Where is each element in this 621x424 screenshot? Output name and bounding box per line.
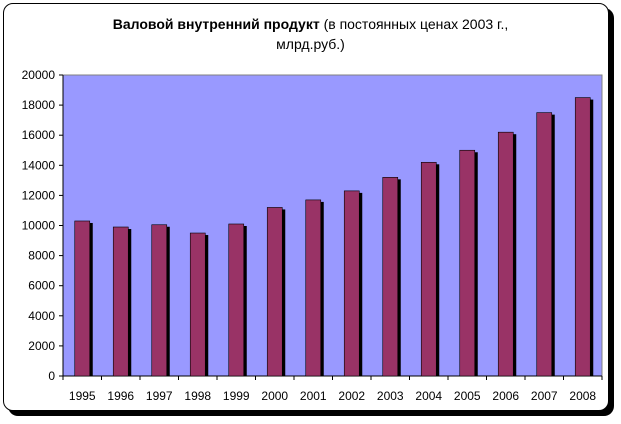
y-tick-label: 14000 bbox=[22, 158, 56, 172]
y-tick-label: 0 bbox=[48, 369, 55, 383]
y-tick-label: 2000 bbox=[28, 339, 55, 353]
x-tick-label: 2003 bbox=[377, 389, 404, 403]
bar bbox=[420, 161, 437, 377]
bar bbox=[536, 112, 553, 377]
bar bbox=[343, 190, 360, 377]
bar bbox=[189, 232, 206, 377]
y-tick-label: 6000 bbox=[28, 279, 55, 293]
x-tick-label: 1995 bbox=[69, 389, 96, 403]
y-tick-label: 10000 bbox=[22, 219, 56, 233]
x-tick-label: 2000 bbox=[261, 389, 288, 403]
bar bbox=[74, 220, 91, 377]
bar bbox=[574, 97, 591, 377]
x-tick-label: 2007 bbox=[531, 389, 558, 403]
y-tick-label: 18000 bbox=[22, 98, 56, 112]
bar bbox=[305, 199, 322, 377]
x-tick-label: 1998 bbox=[184, 389, 211, 403]
bar bbox=[266, 207, 283, 377]
bar bbox=[151, 224, 168, 377]
bar bbox=[228, 223, 245, 377]
x-tick-label: 1999 bbox=[223, 389, 250, 403]
chart-title-bold: Валовой внутренний продукт bbox=[112, 16, 320, 32]
x-tick-label: 1997 bbox=[146, 389, 173, 403]
x-tick-label: 1996 bbox=[107, 389, 134, 403]
chart-title: Валовой внутренний продукт (в постоянных… bbox=[0, 14, 621, 54]
x-tick-label: 2004 bbox=[415, 389, 442, 403]
y-tick-label: 16000 bbox=[22, 128, 56, 142]
x-tick-label: 2001 bbox=[300, 389, 327, 403]
x-tick-label: 2005 bbox=[454, 389, 481, 403]
chart-title-line2: млрд.руб.) bbox=[276, 36, 345, 52]
y-tick-label: 8000 bbox=[28, 249, 55, 263]
y-tick-label: 12000 bbox=[22, 188, 56, 202]
bar bbox=[459, 149, 476, 377]
y-tick-label: 4000 bbox=[28, 309, 55, 323]
x-tick-label: 2006 bbox=[492, 389, 519, 403]
plot-area bbox=[62, 74, 603, 377]
x-tick-label: 2008 bbox=[569, 389, 596, 403]
x-tick-label: 2002 bbox=[338, 389, 365, 403]
chart-title-rest: (в постоянных ценах 2003 г., bbox=[319, 16, 509, 32]
bar bbox=[112, 226, 129, 377]
bar bbox=[382, 177, 399, 377]
y-tick-label: 20000 bbox=[22, 68, 56, 82]
bar bbox=[497, 131, 514, 377]
